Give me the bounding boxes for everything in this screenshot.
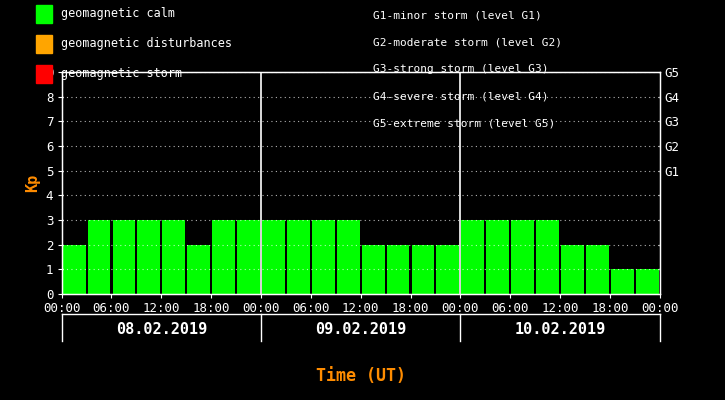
Text: geomagnetic storm: geomagnetic storm: [61, 68, 182, 80]
Bar: [337, 220, 360, 294]
Bar: [212, 220, 235, 294]
Bar: [62, 245, 86, 294]
Bar: [486, 220, 509, 294]
Bar: [187, 245, 210, 294]
Text: 08.02.2019: 08.02.2019: [116, 322, 207, 338]
Text: G2-moderate storm (level G2): G2-moderate storm (level G2): [373, 37, 563, 47]
Bar: [237, 220, 260, 294]
Bar: [138, 220, 160, 294]
Bar: [536, 220, 559, 294]
Bar: [586, 245, 609, 294]
Bar: [287, 220, 310, 294]
Bar: [162, 220, 185, 294]
Bar: [112, 220, 136, 294]
Bar: [386, 245, 410, 294]
Text: G5-extreme storm (level G5): G5-extreme storm (level G5): [373, 119, 555, 129]
Bar: [660, 245, 684, 294]
Bar: [412, 245, 434, 294]
Text: G3-strong storm (level G3): G3-strong storm (level G3): [373, 64, 549, 74]
Bar: [312, 220, 335, 294]
Text: Time (UT): Time (UT): [315, 367, 406, 385]
Bar: [88, 220, 110, 294]
Y-axis label: Kp: Kp: [25, 174, 40, 192]
Bar: [511, 220, 534, 294]
Text: geomagnetic calm: geomagnetic calm: [61, 8, 175, 20]
Text: 10.02.2019: 10.02.2019: [515, 322, 605, 338]
Bar: [561, 245, 584, 294]
Bar: [461, 220, 484, 294]
Text: 09.02.2019: 09.02.2019: [315, 322, 406, 338]
Bar: [436, 245, 460, 294]
Text: geomagnetic disturbances: geomagnetic disturbances: [61, 38, 232, 50]
Bar: [636, 269, 659, 294]
Bar: [362, 245, 384, 294]
Text: G1-minor storm (level G1): G1-minor storm (level G1): [373, 10, 542, 20]
Bar: [611, 269, 634, 294]
Text: G4-severe storm (level G4): G4-severe storm (level G4): [373, 92, 549, 102]
Bar: [262, 220, 285, 294]
